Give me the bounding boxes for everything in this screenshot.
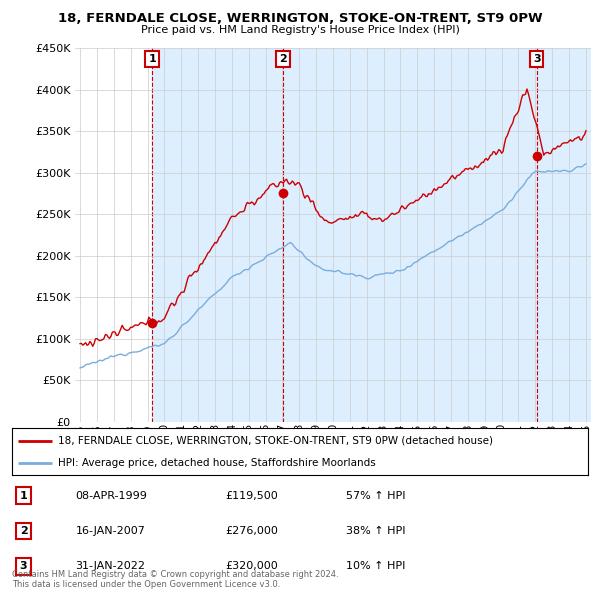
Text: 16-JAN-2007: 16-JAN-2007 [76,526,145,536]
Text: 57% ↑ HPI: 57% ↑ HPI [346,491,406,500]
Text: £320,000: £320,000 [225,562,278,571]
Text: HPI: Average price, detached house, Staffordshire Moorlands: HPI: Average price, detached house, Staf… [58,458,376,468]
Text: 3: 3 [20,562,28,571]
Text: 1: 1 [20,491,28,500]
Text: Contains HM Land Registry data © Crown copyright and database right 2024.
This d: Contains HM Land Registry data © Crown c… [12,570,338,589]
Text: 1: 1 [148,54,156,64]
Text: 18, FERNDALE CLOSE, WERRINGTON, STOKE-ON-TRENT, ST9 0PW: 18, FERNDALE CLOSE, WERRINGTON, STOKE-ON… [58,12,542,25]
Text: 31-JAN-2022: 31-JAN-2022 [76,562,145,571]
Bar [152,48,283,422]
Text: 3: 3 [533,54,541,64]
Text: £276,000: £276,000 [225,526,278,536]
Text: 18, FERNDALE CLOSE, WERRINGTON, STOKE-ON-TRENT, ST9 0PW (detached house): 18, FERNDALE CLOSE, WERRINGTON, STOKE-ON… [58,436,493,446]
Text: 2: 2 [20,526,28,536]
Text: £119,500: £119,500 [225,491,278,500]
Bar [283,48,537,422]
Bar [537,48,591,422]
Text: 2: 2 [279,54,287,64]
Text: 08-APR-1999: 08-APR-1999 [76,491,147,500]
Text: 10% ↑ HPI: 10% ↑ HPI [346,562,406,571]
Text: 38% ↑ HPI: 38% ↑ HPI [346,526,406,536]
Text: Price paid vs. HM Land Registry's House Price Index (HPI): Price paid vs. HM Land Registry's House … [140,25,460,35]
